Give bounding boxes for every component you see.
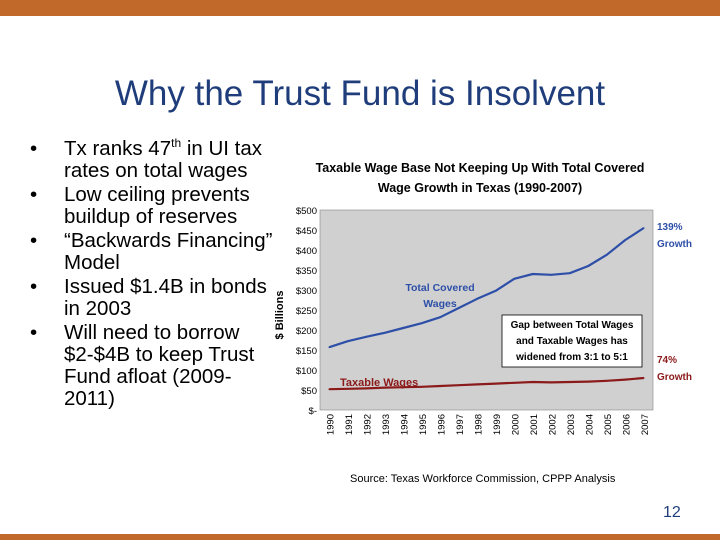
gap-annotation-line-1: Gap between Total Wages xyxy=(511,320,634,331)
data-point xyxy=(402,327,405,329)
plot-area xyxy=(319,209,654,411)
y-tick-label: $300 xyxy=(296,286,317,297)
y-axis-label: $ Billions xyxy=(274,291,286,340)
x-tick-label: 2006 xyxy=(621,414,632,435)
data-point xyxy=(457,307,460,309)
bullet-dot: • xyxy=(30,275,38,298)
y-tick-label: $350 xyxy=(296,266,317,277)
x-tick-label: 2004 xyxy=(584,414,595,435)
data-point xyxy=(457,384,460,386)
data-point xyxy=(568,381,571,383)
covered-growth-pct: 139% xyxy=(657,222,683,233)
x-tick-label: 2003 xyxy=(566,414,577,435)
data-point xyxy=(383,386,386,389)
data-point xyxy=(513,382,516,384)
x-tick-label: 2000 xyxy=(510,414,521,435)
x-tick-label: 1990 xyxy=(325,414,336,435)
data-point xyxy=(346,388,349,390)
data-point xyxy=(494,290,497,292)
gap-annotation-box xyxy=(501,314,643,368)
x-tick-label: 2007 xyxy=(640,414,651,435)
x-tick-label: 2005 xyxy=(603,414,614,435)
y-tick-label: $150 xyxy=(296,346,317,357)
x-tick-label: 1992 xyxy=(362,414,373,435)
y-tick-label: $200 xyxy=(296,326,317,337)
data-point xyxy=(624,378,627,381)
y-tick-label: $50 xyxy=(301,386,317,397)
y-tick-label: $400 xyxy=(296,246,317,257)
covered-wages-line xyxy=(328,227,645,349)
gap-annotation-line-3: widened from 3:1 to 5:1 xyxy=(515,352,628,363)
y-tick-label: $450 xyxy=(296,226,317,237)
y-tick-label: $250 xyxy=(296,306,317,317)
x-tick-label: 1998 xyxy=(473,414,484,435)
x-tick-label: 1999 xyxy=(492,414,503,435)
data-point xyxy=(587,265,590,267)
data-point xyxy=(328,346,331,348)
data-point xyxy=(494,382,497,385)
data-point xyxy=(605,380,608,382)
bullet-item: • Will need to borrow $2-$4B to keep Trus… xyxy=(30,321,255,410)
taxable-wages-line xyxy=(329,376,644,391)
y-tick-label: $- xyxy=(309,406,317,417)
data-point xyxy=(402,386,405,388)
wage-chart: Taxable Wage Base Not Keeping Up With To… xyxy=(274,161,692,435)
data-point xyxy=(513,278,516,280)
data-point xyxy=(476,383,479,386)
bottom-accent-bar xyxy=(0,534,720,540)
x-tick-label: 1994 xyxy=(399,414,410,435)
data-point xyxy=(642,227,645,229)
page-number: 12 xyxy=(663,504,681,521)
bullet-dot: • xyxy=(30,229,38,252)
bullet-dot: • xyxy=(30,137,38,160)
data-point xyxy=(346,340,349,342)
chart-title-line-2: Wage Growth in Texas (1990-2007) xyxy=(378,181,582,195)
y-tick-label: $100 xyxy=(296,366,317,377)
bullet-dot: • xyxy=(30,183,38,206)
bullet-item: • Low ceiling prevents buildup of reserve… xyxy=(30,183,250,228)
chart-title-line-1: Taxable Wage Base Not Keeping Up With To… xyxy=(316,161,645,175)
x-tick-label: 1993 xyxy=(381,414,392,435)
data-point xyxy=(550,274,553,276)
taxable-growth-pct: 74% xyxy=(657,355,677,366)
covered-wages-label-line-2: Wages xyxy=(423,298,457,310)
top-accent-bar xyxy=(0,0,720,16)
data-point xyxy=(439,316,442,318)
bullet-dot: • xyxy=(30,321,38,344)
x-tick-label: 1997 xyxy=(455,414,466,435)
data-point xyxy=(365,387,368,390)
data-point xyxy=(550,381,553,384)
x-tick-label: 1995 xyxy=(418,414,429,435)
covered-growth-word: Growth xyxy=(657,239,692,250)
bullet-item: • Issued $1.4B in bonds in 2003 xyxy=(30,275,267,320)
x-tick-label: 2001 xyxy=(529,414,540,435)
x-tick-label: 1991 xyxy=(344,414,355,435)
data-point xyxy=(383,332,386,334)
data-point xyxy=(531,273,534,275)
x-tick-label: 2002 xyxy=(547,414,558,435)
data-point xyxy=(365,336,368,338)
data-point xyxy=(420,386,423,388)
data-point xyxy=(328,388,331,390)
data-point xyxy=(642,377,645,379)
slide-title: Why the Trust Fund is Insolvent xyxy=(114,74,606,113)
y-tick-label: $500 xyxy=(296,206,317,217)
gap-annotation-line-2: and Taxable Wages has xyxy=(516,336,628,347)
data-point xyxy=(439,385,442,387)
data-point xyxy=(568,272,571,274)
data-point xyxy=(420,322,423,324)
data-point xyxy=(624,239,627,241)
data-point xyxy=(605,254,608,256)
taxable-growth-word: Growth xyxy=(657,372,692,383)
bullet-item: • “Backwards Financing” Model xyxy=(30,229,273,274)
data-point xyxy=(476,298,479,300)
data-point xyxy=(531,381,534,383)
source-note: Source: Texas Workforce Commission, CPPP… xyxy=(350,473,616,485)
bullet-item: • Tx ranks 47th in UI tax rates on total … xyxy=(30,136,263,182)
data-point xyxy=(587,380,590,383)
taxable-wages-label: Taxable Wages xyxy=(340,377,418,389)
covered-wages-label-line-1: Total Covered xyxy=(405,282,474,294)
x-tick-label: 1996 xyxy=(436,414,447,435)
bullet-list: • Tx ranks 47th in UI tax rates on total … xyxy=(30,136,275,412)
